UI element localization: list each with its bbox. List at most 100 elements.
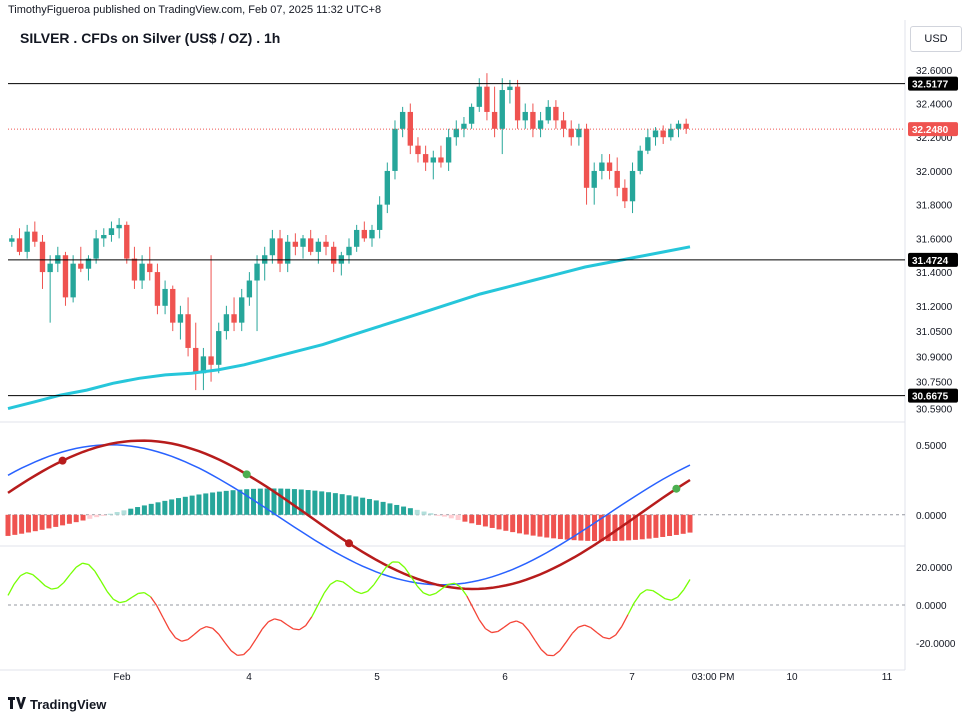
footer: TradingView <box>8 697 106 712</box>
macd-histogram-bar <box>271 488 277 515</box>
osc-segment <box>249 638 257 649</box>
macd-histogram-bar <box>25 514 31 533</box>
osc-segment <box>243 648 251 656</box>
macd-cross-marker <box>58 456 67 465</box>
macd-histogram-bar <box>264 488 270 515</box>
footer-brand: TradingView <box>30 697 107 712</box>
macd-histogram-bar <box>312 490 318 515</box>
macd-histogram-bar <box>557 514 563 540</box>
osc-segment <box>460 586 468 597</box>
candle-body <box>200 356 207 374</box>
candle-body <box>353 229 360 247</box>
macd-histogram-bar <box>305 490 311 515</box>
currency-selector[interactable]: USD <box>910 26 962 52</box>
osc-segment <box>237 653 244 657</box>
osc-segment <box>323 583 331 594</box>
macd-histogram-bar <box>46 514 52 529</box>
x-tick-label: 11 <box>882 672 893 683</box>
osc-segment <box>621 614 629 627</box>
candle-body <box>346 246 352 256</box>
candle-body <box>47 263 53 273</box>
moving-average-line <box>7 245 691 411</box>
osc-segment <box>478 619 486 630</box>
macd-histogram-bar <box>346 495 352 515</box>
price-tick-label: 32.6000 <box>916 66 953 77</box>
candle-body <box>277 238 283 264</box>
osc-segment <box>26 571 34 576</box>
candle-body <box>645 137 651 151</box>
macd-histogram-bar <box>551 514 557 539</box>
candle-body <box>430 157 436 163</box>
candle-body <box>384 170 390 205</box>
macd-histogram-bar <box>73 514 79 523</box>
macd-histogram-bar <box>380 501 386 515</box>
candle-body <box>177 314 184 323</box>
candle-body <box>32 231 38 242</box>
macd-histogram-bar <box>448 514 454 519</box>
osc-segment <box>69 566 77 576</box>
candle-body <box>499 90 505 129</box>
osc-segment <box>584 624 592 629</box>
macd-signal-line <box>7 444 691 586</box>
last-price-label-bg <box>908 122 958 137</box>
candle-body <box>468 106 475 124</box>
macd-histogram-bar <box>680 514 686 534</box>
macd-histogram-bar <box>60 514 66 526</box>
candle-body <box>484 86 490 112</box>
macd-histogram-bar <box>251 488 257 515</box>
candle-body <box>93 238 99 259</box>
oscillator-pane <box>7 561 905 657</box>
candle-body <box>606 162 613 171</box>
candle-body <box>668 128 674 138</box>
macd-histogram-bar <box>210 492 216 515</box>
candle-body <box>522 111 528 121</box>
macd-histogram-bar <box>182 496 188 515</box>
macd-histogram-bar <box>223 490 229 515</box>
axes: 32.6000 32.4000 32.2000 32.0000 31.8000 31.60… <box>113 66 958 683</box>
candle-body <box>300 238 306 247</box>
osc-segment <box>466 595 474 609</box>
osc-segment <box>7 583 15 596</box>
macd-histogram-bar <box>660 514 666 537</box>
macd-histogram-bar <box>332 493 338 515</box>
osc-segment <box>330 579 337 585</box>
macd-histogram-bar <box>605 514 611 542</box>
candle-body <box>323 241 329 247</box>
macd-histogram-bar <box>517 514 522 534</box>
macd-histogram-bar <box>510 514 516 533</box>
price-tick-label: 31.8000 <box>916 201 953 212</box>
candle-body <box>85 258 92 269</box>
macd-histogram-bar <box>571 514 577 541</box>
osc-segment <box>615 626 623 636</box>
osc-segment <box>342 581 350 587</box>
candle-body <box>78 263 84 269</box>
macd-histogram-bar <box>244 489 250 515</box>
candle-body <box>124 224 130 259</box>
candle-body <box>476 86 482 107</box>
candle-body <box>537 120 544 129</box>
osc-segment <box>578 624 585 628</box>
macd-histogram-bar <box>148 503 154 515</box>
x-tick-label: 7 <box>629 672 635 683</box>
osc-segment <box>336 579 343 583</box>
osc-segment <box>385 561 393 568</box>
macd-histogram-bar <box>141 505 147 515</box>
osc-segment <box>193 628 201 636</box>
macd-histogram-bar <box>401 506 407 515</box>
osc-segment <box>522 623 530 632</box>
macd-histogram-bar <box>612 514 618 541</box>
osc-segment <box>671 596 678 601</box>
macd-histogram-bar <box>482 514 488 527</box>
macd-histogram-bar <box>189 495 195 515</box>
osc-segment <box>658 594 666 600</box>
candle-body <box>369 229 375 239</box>
candle-body <box>530 111 536 129</box>
candle-body <box>445 137 452 163</box>
osc-segment <box>305 616 313 627</box>
x-tick-label: 6 <box>502 672 508 683</box>
candle-body <box>208 356 214 365</box>
macd-histogram-bar <box>639 514 645 540</box>
osc-segment <box>559 641 567 652</box>
macd-histogram-bar <box>476 514 482 525</box>
